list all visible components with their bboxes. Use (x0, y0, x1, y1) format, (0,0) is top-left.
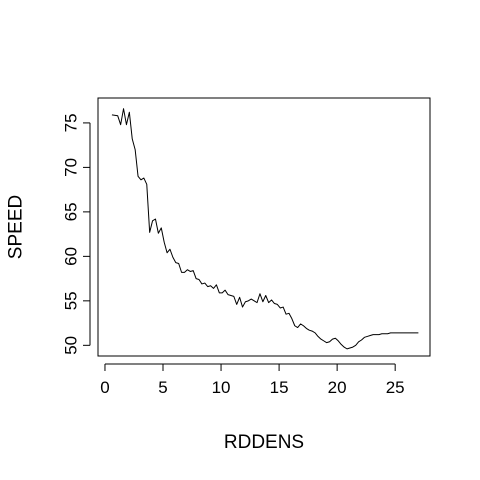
y-tick-label: 70 (62, 158, 81, 177)
x-tick-label: 10 (212, 378, 231, 397)
x-tick-label: 0 (100, 378, 109, 397)
x-tick-label: 15 (270, 378, 289, 397)
y-tick-label: 50 (62, 336, 81, 355)
y-tick-label: 65 (62, 202, 81, 221)
series-line (111, 108, 419, 350)
y-tick-label: 55 (62, 291, 81, 310)
x-tick-label: 20 (328, 378, 347, 397)
y-tick-label: 60 (62, 247, 81, 266)
x-tick-label: 25 (386, 378, 405, 397)
y-tick-label: 75 (62, 113, 81, 132)
x-axis: 0 5 10 15 20 25 (100, 363, 405, 397)
series-layer (111, 108, 419, 350)
x-axis-label: RDDENS (224, 432, 304, 453)
y-axis-label: SPEED (6, 195, 27, 259)
x-tick-label: 5 (158, 378, 167, 397)
y-axis: 50 55 60 65 70 75 (62, 113, 91, 355)
plot-frame (97, 97, 431, 357)
